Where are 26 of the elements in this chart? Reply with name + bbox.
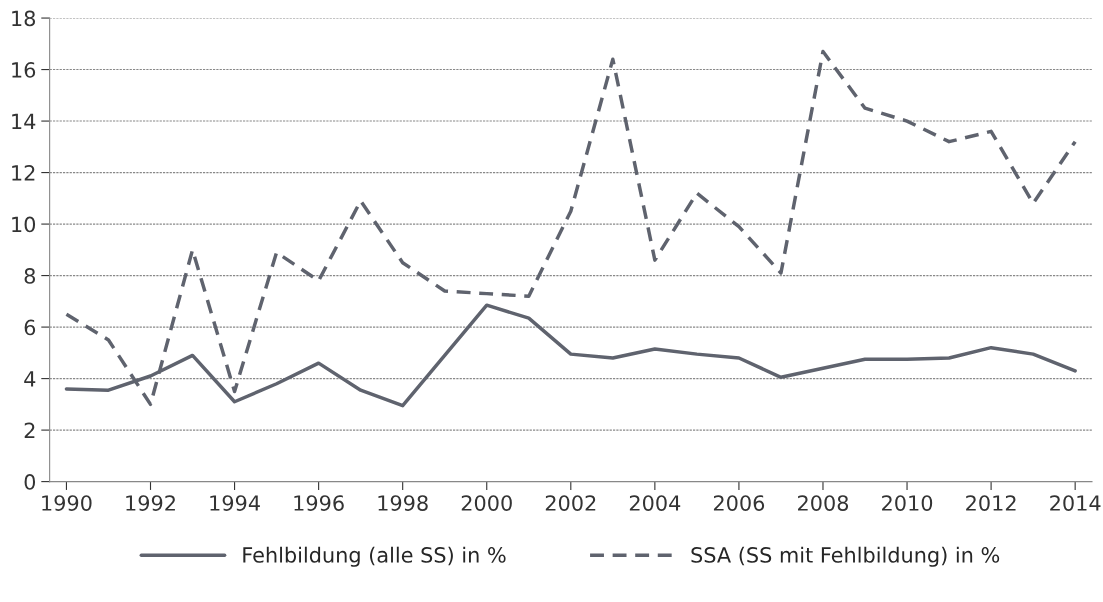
legend-label: SSA (SS mit Fehlbildung) in % xyxy=(691,546,1000,567)
x-tick-label: 2014 xyxy=(1050,495,1101,511)
x-tick-label: 2000 xyxy=(461,495,512,511)
y-tick-label: 18 xyxy=(12,10,36,27)
legend-label: Fehlbildung (alle SS) in % xyxy=(243,546,506,567)
y-tick-label: 8 xyxy=(24,268,36,284)
x-tick-label: 2010 xyxy=(882,495,933,511)
y-tick-label: 14 xyxy=(12,113,36,129)
x-tick-label: 1990 xyxy=(42,495,92,511)
y-tick-label: 16 xyxy=(12,62,36,78)
x-tick-label: 2012 xyxy=(966,495,1016,511)
x-tick-label: 1998 xyxy=(378,495,428,511)
x-tick-label: 2002 xyxy=(545,495,596,511)
x-tick-label: 2006 xyxy=(713,495,765,511)
y-tick-label: 4 xyxy=(24,371,36,387)
y-tick-label: 10 xyxy=(12,216,36,233)
x-tick-label: 2004 xyxy=(629,495,681,511)
x-tick-label: 2008 xyxy=(798,495,849,511)
y-tick-label: 0 xyxy=(24,474,36,490)
y-tick-label: 12 xyxy=(12,165,35,181)
x-tick-label: 1992 xyxy=(126,495,175,511)
y-tick-label: 6 xyxy=(24,319,36,336)
y-tick-label: 2 xyxy=(24,422,35,439)
x-tick-label: 1996 xyxy=(294,495,344,511)
line-series xyxy=(64,49,1077,407)
x-tick-label: 1994 xyxy=(210,495,260,511)
